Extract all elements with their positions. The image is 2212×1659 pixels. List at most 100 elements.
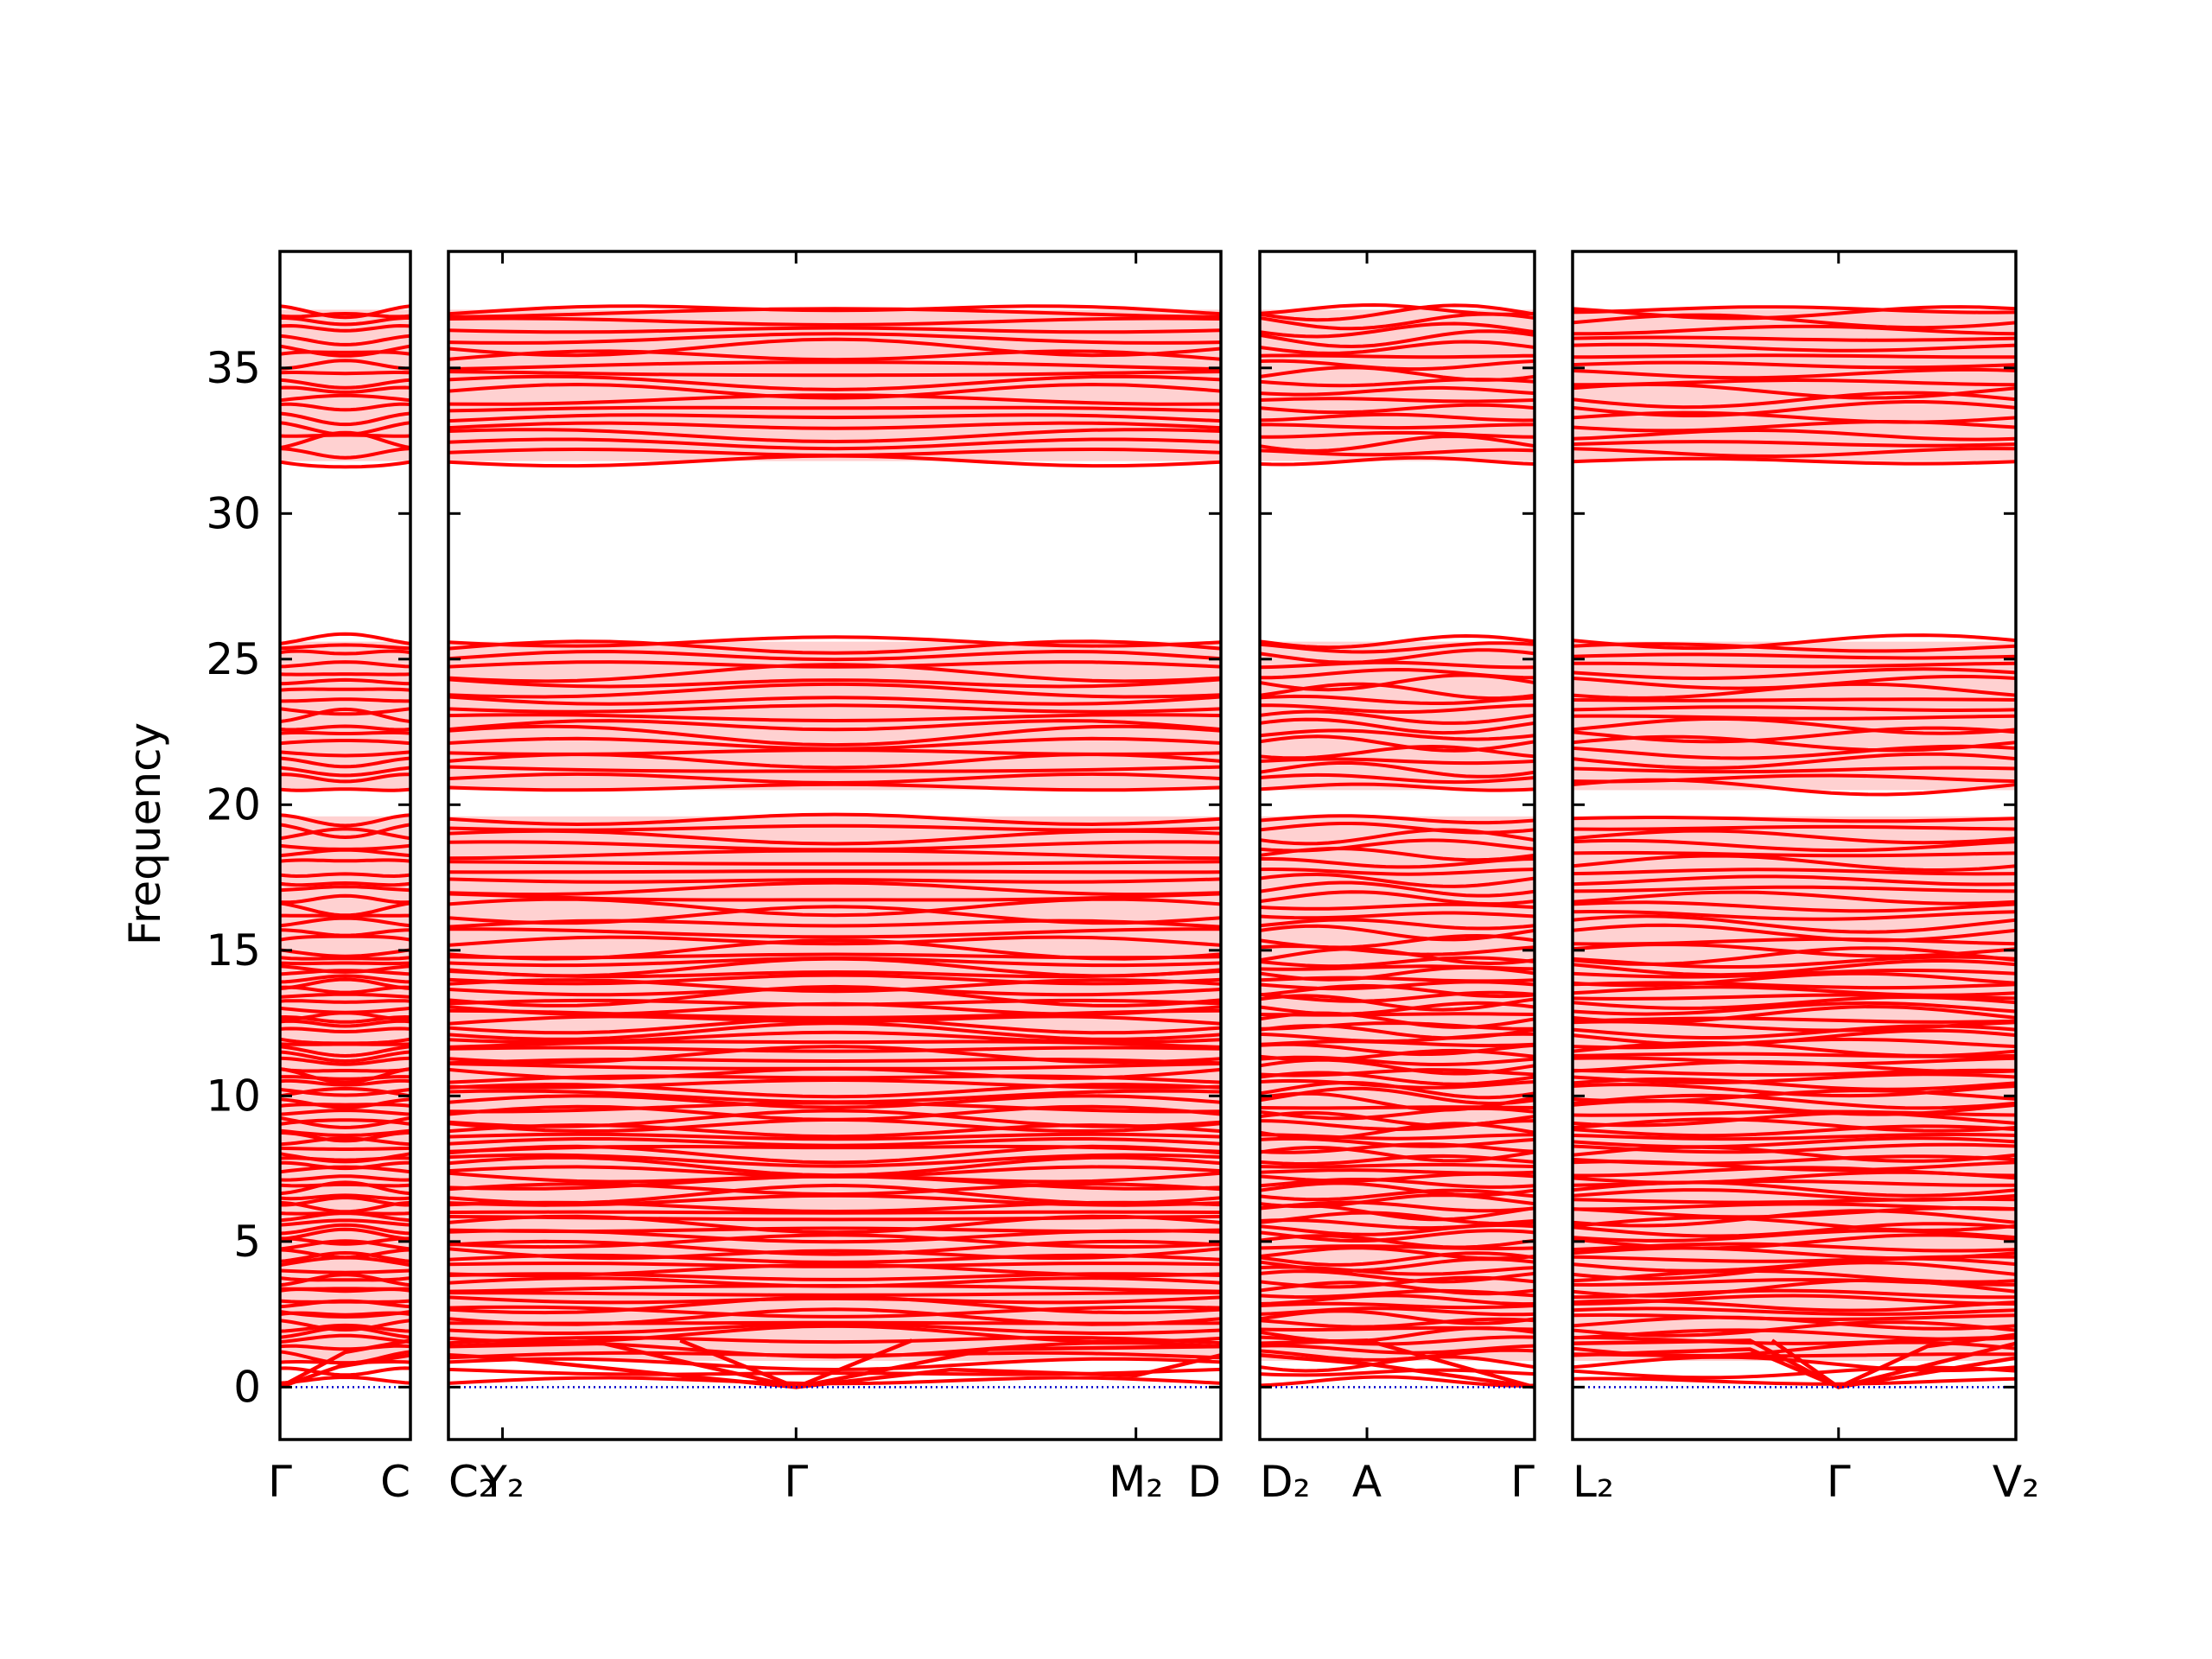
band-line: [448, 1233, 1221, 1249]
band-line: [280, 707, 410, 723]
band-line: [1260, 353, 1535, 359]
band-line: [1260, 1325, 1535, 1332]
band-line: [1573, 360, 2016, 370]
band-line: [1573, 456, 2016, 466]
band-line: [1260, 1244, 1535, 1250]
band-line: [1573, 447, 2016, 459]
band-line: [1260, 1211, 1535, 1226]
kpoint-label-2-1: Y₂: [480, 1457, 524, 1507]
band-line: [1260, 1145, 1535, 1163]
band-line: [1260, 329, 1535, 349]
band-line: [1573, 1188, 2016, 1202]
band-line: [280, 985, 410, 995]
band-line: [1573, 773, 2016, 784]
band-line: [280, 697, 410, 703]
band-line: [1573, 674, 2016, 690]
band-line: [448, 374, 1221, 391]
band-line: [1260, 1348, 1535, 1362]
band-line: [1573, 752, 2016, 770]
band-line: [448, 984, 1221, 1007]
y-tick-label: 35: [206, 343, 261, 393]
band-line: [1573, 652, 2016, 660]
band-line: [1573, 958, 2016, 977]
band-line: [448, 938, 1221, 961]
band-line: [448, 635, 1221, 648]
band-line: [1573, 971, 2016, 988]
band-line: [448, 304, 1221, 316]
band-line: [280, 1180, 410, 1196]
band-line: [280, 1108, 410, 1116]
acoustic-branch: [1573, 1338, 2016, 1389]
band-line: [1260, 430, 1535, 439]
band-line: [1573, 1376, 2016, 1386]
band-line: [448, 382, 1221, 400]
band-line: [280, 948, 410, 958]
band-line: [280, 1027, 410, 1034]
band-line: [1573, 1111, 2016, 1128]
band-line: [1573, 824, 2016, 831]
kpoint-label-2-0: C₂: [448, 1457, 496, 1507]
band-line: [1260, 911, 1535, 920]
band-line: [448, 703, 1221, 714]
band-line: [1573, 1216, 2016, 1233]
band-line: [1260, 1251, 1535, 1267]
band-line: [448, 905, 1221, 925]
band-line: [1260, 744, 1535, 760]
band-line: [1260, 1306, 1535, 1317]
band-line: [1573, 714, 2016, 721]
band-line: [280, 672, 410, 677]
band-line: [1573, 313, 2016, 330]
band-line: [1573, 1222, 2016, 1238]
band-line: [280, 956, 410, 961]
band-line: [1573, 923, 2016, 943]
band-line: [448, 413, 1221, 423]
kpoint-label-1-1: C: [380, 1457, 410, 1507]
band-line: [448, 316, 1221, 327]
band-line: [448, 869, 1221, 874]
band-line: [1573, 367, 2016, 380]
kpoint-label-2-4: D: [1187, 1457, 1221, 1507]
band-line: [448, 1295, 1221, 1305]
band-line: [280, 1128, 410, 1138]
band-line: [280, 430, 410, 450]
band-line: [448, 860, 1221, 866]
kpoint-label-2-3: M₂: [1109, 1457, 1163, 1507]
band-line: [280, 1276, 410, 1282]
band-line: [1260, 924, 1535, 942]
band-line: [1573, 1306, 2016, 1317]
kpoint-label-4-0: L₂: [1573, 1457, 1614, 1507]
band-line: [1260, 365, 1535, 382]
band-line: [280, 1078, 410, 1087]
band-line: [448, 1262, 1221, 1268]
band-line: [1573, 981, 2016, 990]
band-line: [1573, 400, 2016, 417]
y-tick-label: 5: [233, 1217, 261, 1267]
kpoint-label-3-2: Γ: [1510, 1457, 1535, 1507]
band-line: [280, 334, 410, 346]
band-line: [1260, 782, 1535, 792]
band-line: [280, 1195, 410, 1207]
band-line: [1260, 760, 1535, 779]
band-line: [1260, 1375, 1535, 1388]
band-line: [1260, 734, 1535, 753]
band-line: [1260, 990, 1535, 1003]
band-line: [448, 677, 1221, 689]
band-line: [1573, 1202, 2016, 1211]
y-tick-label: 30: [206, 488, 261, 538]
band-line: [1573, 1154, 2016, 1166]
band-line: [280, 311, 410, 319]
band-line: [448, 1144, 1221, 1154]
band-line: [280, 1325, 410, 1339]
band-line: [280, 632, 410, 645]
band-line: [280, 447, 410, 460]
band-line: [448, 935, 1221, 947]
band-line: [280, 813, 410, 828]
band-line: [1573, 1117, 2016, 1133]
band-line: [448, 1089, 1221, 1104]
band-line: [1260, 717, 1535, 735]
band-line: [448, 840, 1221, 852]
band-line: [280, 660, 410, 669]
band-line: [1573, 1133, 2016, 1141]
band-line: [448, 978, 1221, 994]
band-line: [448, 1045, 1221, 1065]
